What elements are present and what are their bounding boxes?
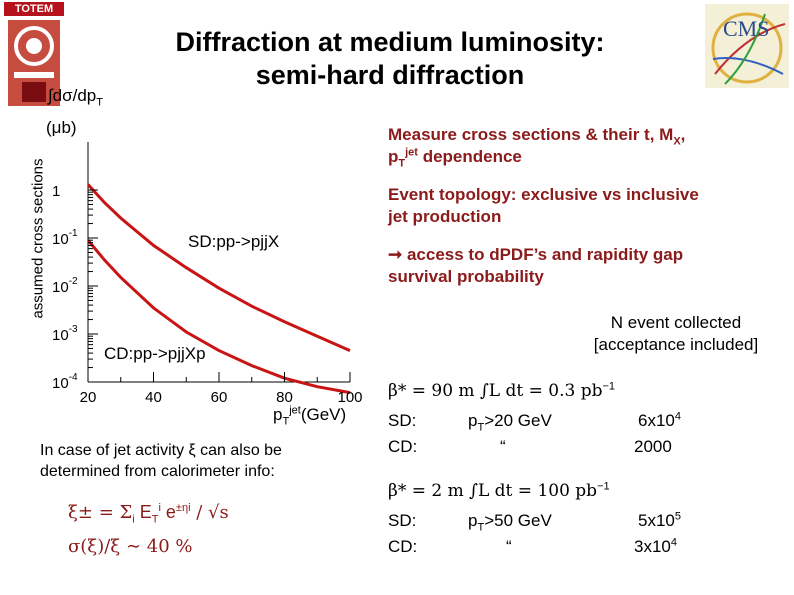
table1-sd-value-exp: 4	[674, 410, 681, 423]
collected-line1: N event collected	[610, 313, 742, 332]
access-line2: survival probability	[388, 267, 544, 286]
measure-line2-b: dependence	[417, 147, 522, 166]
totem-emblem-icon	[4, 18, 64, 108]
topology-text: Event topology: exclusive vs inclusive j…	[388, 184, 788, 228]
topology-line1: Event topology: exclusive vs inclusive	[388, 185, 699, 204]
topology-line2: jet production	[388, 207, 502, 226]
table2-sd-value-base: 5x10	[638, 511, 675, 530]
table1-header: β* = 90 m ∫L dt = 0.3 pb−1	[388, 380, 615, 402]
xi-formula-sub-T: T	[151, 513, 159, 526]
arrow-right-icon: ➞	[388, 245, 403, 265]
measure-line2-sub: T	[398, 157, 406, 170]
xi-formula-sup-exp: ±ηi	[175, 502, 191, 514]
xi-formula-mid: E	[134, 502, 152, 522]
yunit-top-text: ∫dσ/dp	[48, 86, 97, 105]
curve-label-sd: SD:pp->pjjX	[188, 232, 280, 251]
jet-activity-line1: In case of jet activity ξ can also be	[40, 442, 282, 459]
table1-cd-cut: “	[500, 437, 506, 456]
table1-sd-cut-b: >20 GeV	[484, 411, 552, 430]
xlabel-sub: T	[282, 415, 290, 428]
xlabel-sup: jet	[289, 404, 301, 417]
measure-text: Measure cross sections & their t, MX, pT…	[388, 124, 788, 170]
measure-line2-sup: jet	[405, 146, 418, 159]
table1-header-sup: −1	[602, 380, 616, 393]
y-tick-label: 10-3	[52, 324, 78, 344]
table1-sd-value: 6x104	[638, 410, 681, 432]
x-tick-label: 80	[276, 389, 293, 406]
measure-line1: Measure cross sections & their t, MX,	[388, 124, 788, 148]
access-line1-text: access to dPDF’s and rapidity gap	[402, 245, 684, 264]
y-tick-label: 10-2	[52, 276, 78, 296]
table2-sd-cut: pT>50 GeV	[468, 510, 552, 534]
cd-curve	[86, 239, 351, 395]
table2-cd-value-base: 3x10	[634, 537, 671, 556]
table2-cd-cut: “	[506, 537, 512, 556]
xi-formula-a: ξ± = Σ	[68, 502, 133, 523]
table1-sd-value-base: 6x10	[638, 411, 675, 430]
xi-formula-exp: e	[160, 502, 176, 522]
table1-sd-cut: pT>20 GeV	[468, 410, 552, 434]
xi-formula-tail: / √s	[190, 502, 229, 523]
x-tick-label: 60	[211, 389, 228, 406]
measure-line1-sub: X	[673, 135, 681, 148]
table2-header: β* = 2 m ∫L dt = 100 pb−1	[388, 480, 610, 502]
table2-sd-cut-a: p	[468, 511, 478, 530]
xi-formula-sub-i: i	[132, 513, 135, 526]
x-tick-label: 100	[337, 389, 362, 406]
table1-sd-cut-sub: T	[477, 421, 485, 434]
x-tick-label: 40	[145, 389, 162, 406]
title-line2: semi-hard diffraction	[255, 60, 525, 90]
resolution-formula: σ(ξ)/ξ ∼ 40 %	[68, 536, 193, 557]
yunit-top: ∫dσ/dpT	[48, 86, 103, 109]
yunit-top-sub: T	[96, 96, 103, 109]
jet-activity-line2: determined from calorimeter info:	[40, 463, 275, 480]
cms-emblem-icon	[705, 4, 789, 88]
table1-header-text: β* = 90 m ∫L dt = 0.3 pb	[388, 381, 603, 401]
cms-logo: CMS	[705, 4, 789, 88]
table1-cd-value: 2000	[634, 437, 672, 456]
table1-sd-label: SD:	[388, 411, 417, 430]
table2-sd-value-exp: 5	[674, 510, 681, 523]
curve-label-cd: CD:pp->pjjXp	[104, 344, 206, 363]
table1-sd-cut-a: p	[468, 411, 478, 430]
table2-sd-value: 5x105	[638, 510, 681, 532]
yunit-bottom: (μb)	[46, 118, 77, 137]
measure-line2-a: p	[388, 147, 399, 166]
table2-sd-label: SD:	[388, 511, 417, 530]
table2-header-text: β* = 2 m ∫L dt = 100 pb	[388, 481, 598, 501]
xi-formula-sup-i: i	[158, 502, 161, 514]
table2-sd-cut-sub: T	[477, 521, 485, 534]
measure-line2: pTjet dependence	[388, 146, 788, 170]
xi-formula: ξ± = Σi ETi e±ηi / √s	[68, 502, 229, 526]
cms-logo-text: CMS	[723, 16, 770, 41]
table2-sd-cut-b: >50 GeV	[484, 511, 552, 530]
xlabel-unit: (GeV)	[300, 405, 347, 424]
access-text: ➞ access to dPDF’s and rapidity gap surv…	[388, 244, 788, 288]
sd-curve	[86, 183, 351, 352]
table2-header-sup: −1	[597, 480, 610, 493]
totem-logo: TOTEM	[4, 2, 64, 110]
xlabel-main: p	[273, 405, 283, 424]
access-line1: ➞ access to dPDF’s and rapidity gap	[388, 244, 788, 266]
measure-line1-a: Measure cross sections & their t, M	[388, 125, 674, 144]
table2-cd-value: 3x104	[634, 536, 677, 558]
collected-text: N event collected [acceptance included]	[576, 312, 776, 356]
y-tick-label: 10-1	[52, 228, 78, 248]
title-line1: Diffraction at medium luminosity:	[175, 27, 605, 57]
table1-cd-label: CD:	[388, 437, 418, 456]
jet-activity-text: In case of jet activity ξ can also be de…	[40, 440, 360, 482]
table2-cd-label: CD:	[388, 537, 418, 556]
collected-line2: [acceptance included]	[593, 335, 759, 354]
y-tick-label: 1	[52, 183, 60, 200]
x-tick-label: 20	[80, 389, 97, 406]
measure-line1-b: ,	[680, 125, 686, 144]
xlabel: pTjet(GeV)	[273, 404, 347, 428]
page-title: Diffraction at medium luminosity: semi-h…	[130, 26, 650, 92]
table2-cd-value-exp: 4	[670, 536, 677, 549]
totem-logo-text: TOTEM	[4, 2, 64, 16]
y-tick-label: 10-4	[52, 372, 78, 392]
